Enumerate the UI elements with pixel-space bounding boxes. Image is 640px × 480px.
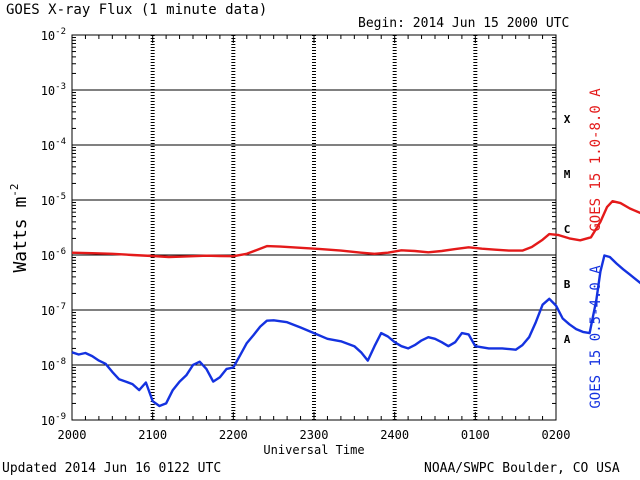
y-tick-base: 10 — [41, 29, 55, 43]
x-tick-labels: 2000 2100 2200 2300 2400 0100 0200 — [58, 428, 571, 442]
begin-time-label: Begin: 2014 Jun 15 2000 UTC — [358, 16, 570, 31]
y-tick-base: 10 — [41, 359, 55, 373]
flare-class-m: M — [564, 168, 571, 181]
legend-long-channel: GOES 15 1.0-8.0 A — [588, 88, 604, 232]
y-tick-labels: 10-910-810-710-610-510-410-310-2 — [41, 27, 66, 428]
grid-layer — [72, 35, 556, 420]
y-tick-label: 10-8 — [41, 357, 66, 373]
y-tick-exponent: -5 — [55, 192, 66, 202]
y-tick-exponent: -4 — [55, 137, 66, 147]
flare-class-b: B — [564, 278, 571, 291]
y-axis-label-exponent: -2 — [8, 183, 21, 196]
series-layer — [71, 199, 640, 408]
chart-title: GOES X-ray Flux (1 minute data) — [6, 2, 268, 18]
y-tick-exponent: -2 — [55, 27, 66, 37]
y-tick-base: 10 — [41, 304, 55, 318]
updated-timestamp: Updated 2014 Jun 16 0122 UTC — [2, 461, 222, 476]
y-tick-base: 10 — [41, 414, 55, 428]
y-tick-label: 10-4 — [41, 137, 66, 153]
x-tick-label: 2200 — [219, 428, 248, 442]
y-axis-label: Watts m-2 — [8, 183, 31, 272]
y-tick-label: 10-9 — [41, 412, 66, 428]
y-tick-exponent: -9 — [55, 412, 66, 422]
y-tick-exponent: -7 — [55, 302, 66, 312]
long-channel-series-line — [71, 199, 640, 259]
y-tick-label: 10-7 — [41, 302, 66, 318]
short-channel-series-line — [71, 254, 640, 408]
credit-label: NOAA/SWPC Boulder, CO USA — [424, 461, 620, 476]
x-tick-label: 2100 — [138, 428, 167, 442]
y-tick-exponent: -3 — [55, 82, 66, 92]
y-tick-label: 10-5 — [41, 192, 66, 208]
y-tick-base: 10 — [41, 139, 55, 153]
y-tick-label: 10-3 — [41, 82, 66, 98]
flare-class-labels: A B C M X — [564, 113, 571, 346]
flare-class-a: A — [564, 333, 571, 346]
y-tick-label: 10-2 — [41, 27, 66, 43]
x-tick-label: 2400 — [380, 428, 409, 442]
flare-class-c: C — [564, 223, 571, 236]
flare-class-x: X — [564, 113, 571, 126]
y-tick-base: 10 — [41, 249, 55, 263]
y-tick-exponent: -8 — [55, 357, 66, 367]
x-axis-label: Universal Time — [263, 443, 364, 457]
x-tick-label: 0200 — [542, 428, 571, 442]
y-tick-exponent: -6 — [55, 247, 66, 257]
legend-short-channel: GOES 15 0.5-4.0 A — [588, 265, 604, 409]
y-tick-label: 10-6 — [41, 247, 66, 263]
y-tick-base: 10 — [41, 194, 55, 208]
x-tick-label: 2300 — [300, 428, 329, 442]
y-axis-label-text: Watts m — [10, 197, 31, 273]
y-tick-base: 10 — [41, 84, 55, 98]
x-tick-label: 0100 — [461, 428, 490, 442]
x-tick-label: 2000 — [58, 428, 87, 442]
